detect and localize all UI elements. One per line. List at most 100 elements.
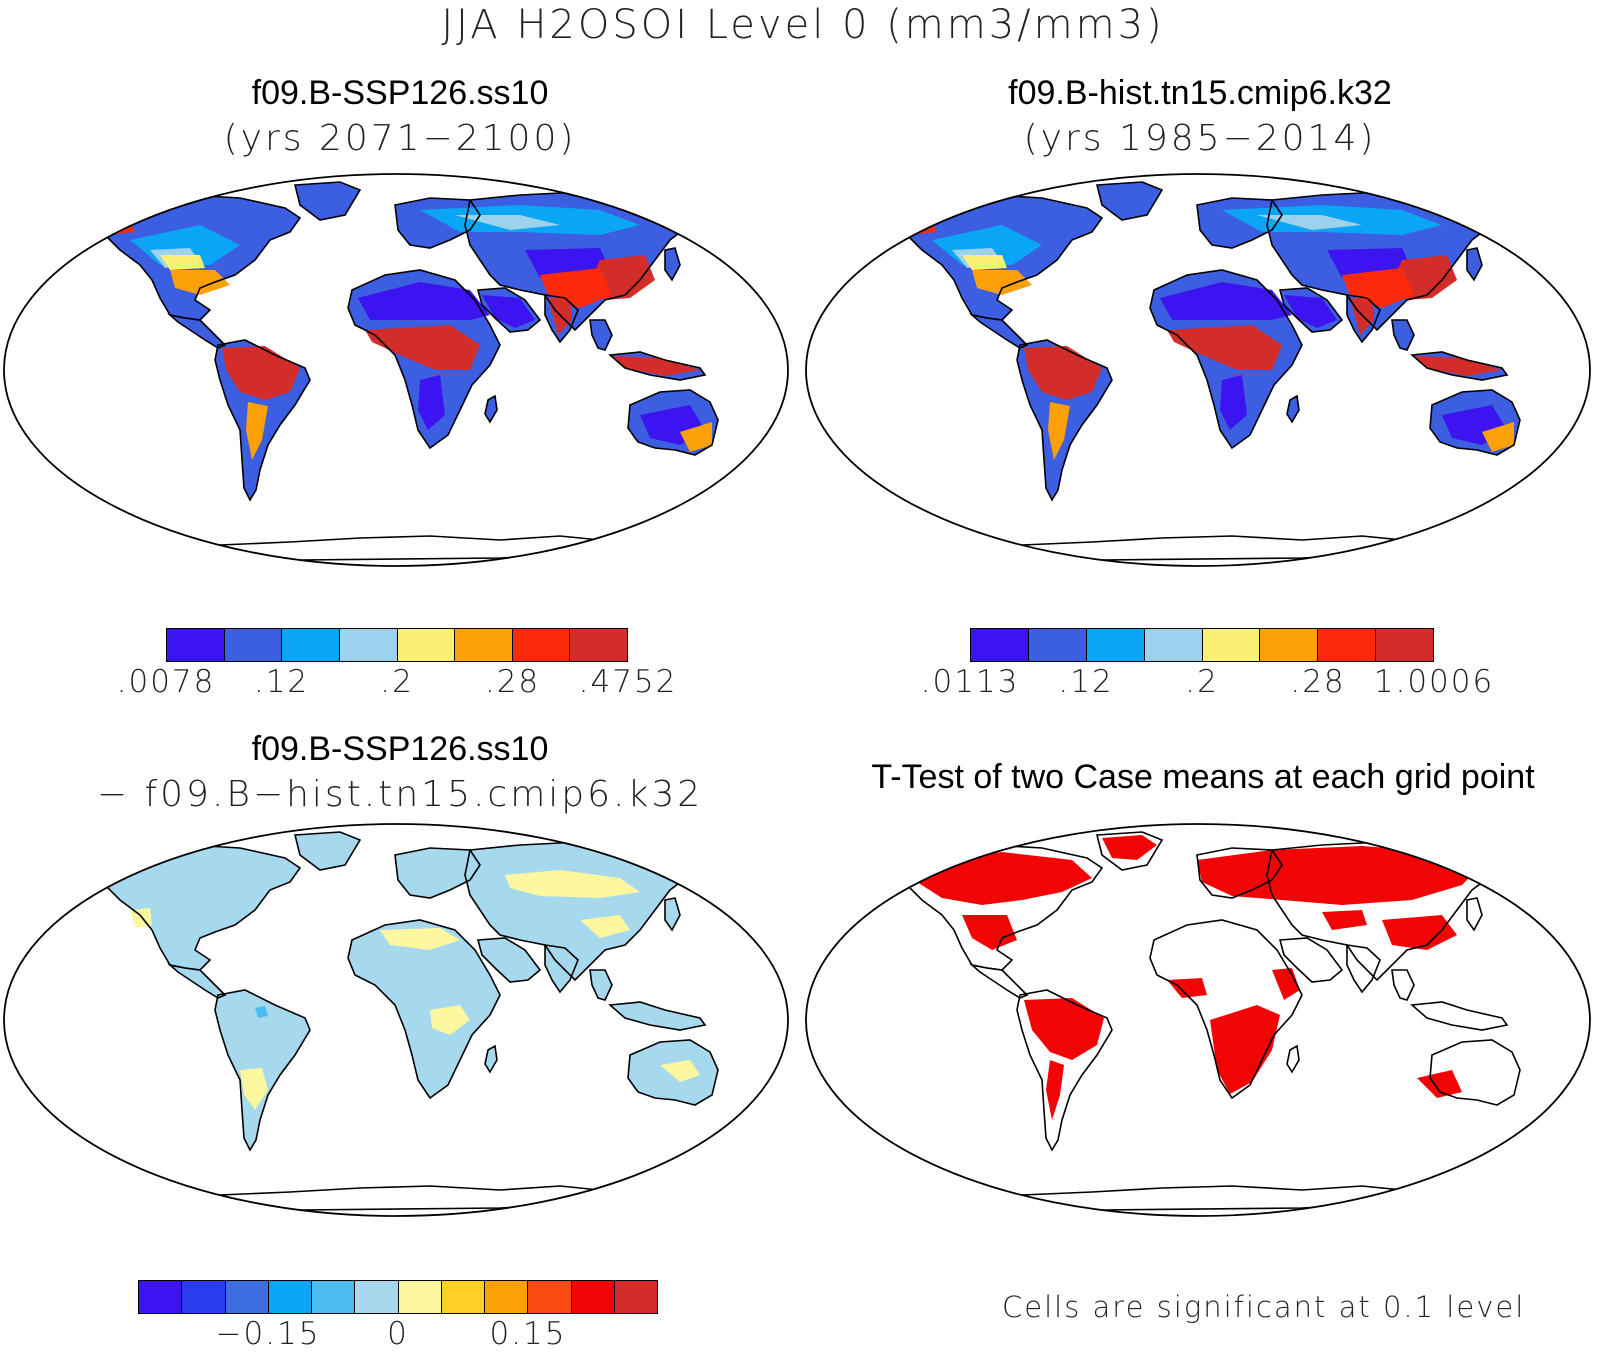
coastline-madagascar bbox=[484, 394, 498, 424]
land-centralAmerica bbox=[170, 315, 225, 348]
coastline-japan bbox=[1466, 897, 1483, 932]
colorbar-swatch bbox=[512, 629, 571, 661]
coastline-australia bbox=[627, 1039, 719, 1106]
panel-br-title: T-Test of two Case means at each grid po… bbox=[871, 758, 1535, 796]
colorbar-swatch bbox=[528, 1281, 572, 1313]
coastline-indonesia bbox=[1410, 1001, 1509, 1031]
colorbar-swatch bbox=[485, 1281, 529, 1313]
coastline-madagascar bbox=[1286, 1044, 1300, 1074]
field-region bbox=[962, 915, 1017, 950]
coastline-japan bbox=[664, 247, 681, 282]
field-region bbox=[1482, 422, 1514, 452]
colorbar-swatch bbox=[1086, 629, 1145, 661]
land-greenland bbox=[295, 832, 360, 870]
field-region bbox=[430, 1005, 470, 1035]
colorbar-swatch bbox=[1028, 629, 1087, 661]
colorbar-swatch bbox=[355, 1281, 399, 1313]
colorbar-swatch bbox=[571, 1281, 615, 1313]
coastline-northAmerica bbox=[895, 844, 1104, 971]
map-frame bbox=[805, 823, 1591, 1217]
coastline-indonesia bbox=[608, 1001, 707, 1031]
field-region bbox=[1160, 282, 1292, 320]
field-region bbox=[612, 356, 700, 376]
colorbar-swatch bbox=[167, 629, 225, 661]
coastline-arabia bbox=[1278, 937, 1344, 983]
coastline-india bbox=[1346, 944, 1381, 994]
coastline-india bbox=[544, 294, 579, 344]
colorbar-swatch bbox=[971, 629, 1029, 661]
field-region bbox=[160, 255, 205, 270]
coastline-madagascar bbox=[1286, 394, 1300, 424]
colorbar-swatch bbox=[312, 1281, 356, 1313]
colorbar-tick-label: .28 bbox=[1290, 664, 1346, 700]
panel-tl-years: (yrs 2071−2100) bbox=[223, 118, 577, 159]
coastline-arabia bbox=[476, 937, 542, 983]
field-region bbox=[482, 295, 535, 328]
field-region bbox=[1167, 978, 1207, 998]
field-region bbox=[418, 375, 445, 430]
map-frame bbox=[3, 823, 789, 1217]
map-bottom-left bbox=[3, 823, 789, 1217]
panel-bl-minus-case: − f09.B−hist.tn15.cmip6.k32 bbox=[96, 774, 704, 815]
colorbar-swatch bbox=[1144, 629, 1203, 661]
colorbar-tick-label: 0 bbox=[387, 1316, 409, 1352]
map-top-left bbox=[3, 173, 789, 567]
coastline-antarctica bbox=[971, 535, 1463, 561]
colorbar-tick-label: .12 bbox=[1058, 664, 1114, 700]
colorbar-swatch bbox=[224, 629, 283, 661]
coastline-europe bbox=[1196, 197, 1283, 249]
coastline-antarctica bbox=[169, 535, 661, 561]
coastline-seAsia bbox=[589, 969, 613, 1001]
coastline-centralAmerica bbox=[167, 963, 227, 999]
coastline-southAmerica bbox=[1016, 989, 1113, 1152]
colorbar-swatch bbox=[614, 1281, 657, 1313]
coastline-northAmerica bbox=[93, 844, 302, 971]
land-northAmerica bbox=[95, 845, 300, 970]
map-bottom-right bbox=[805, 823, 1591, 1217]
coastline-northAmerica bbox=[93, 194, 302, 321]
coastline-africa bbox=[347, 919, 501, 1100]
coastline-africa bbox=[347, 269, 501, 450]
coastline-seAsia bbox=[1391, 319, 1415, 351]
land-africa bbox=[348, 920, 500, 1098]
map-top-right bbox=[805, 173, 1591, 567]
land-centralAmerica bbox=[972, 315, 1027, 348]
field-region bbox=[110, 222, 135, 234]
colorbar-tick-label: 0.15 bbox=[489, 1316, 567, 1352]
coastline-southAmerica bbox=[1016, 339, 1113, 502]
colorbar-tick-label: .2 bbox=[380, 664, 414, 700]
colorbar-swatch bbox=[397, 629, 456, 661]
field-region bbox=[1048, 402, 1070, 460]
field-region bbox=[1197, 846, 1482, 905]
colorbar-swatch bbox=[1376, 629, 1433, 661]
field-region bbox=[1024, 998, 1104, 1060]
field-region bbox=[255, 1006, 268, 1018]
map-frame bbox=[3, 173, 789, 567]
coastline-arabia bbox=[476, 287, 542, 333]
colorbar-swatch bbox=[182, 1281, 226, 1313]
field-region bbox=[365, 325, 480, 370]
land-indonesia bbox=[610, 1002, 705, 1030]
coastline-europe bbox=[394, 197, 481, 249]
colorbar-swatch bbox=[441, 1281, 485, 1313]
field-region bbox=[540, 268, 612, 308]
coastline-centralAmerica bbox=[969, 963, 1029, 999]
field-region bbox=[1322, 910, 1367, 930]
land-indonesia bbox=[1412, 1002, 1507, 1030]
colorbar-tick-label: 1.0006 bbox=[1373, 664, 1495, 700]
field-region bbox=[358, 282, 490, 320]
colorbar-top-left bbox=[166, 628, 628, 662]
colorbar-swatch bbox=[398, 1281, 442, 1313]
panel-bl-case-title: f09.B-SSP126.ss10 bbox=[251, 730, 549, 768]
coastline-africa bbox=[1149, 269, 1303, 450]
figure-title: JJA H2OSOI Level 0 (mm3/mm3) bbox=[441, 2, 1165, 48]
colorbar-tick-label: .2 bbox=[1185, 664, 1219, 700]
coastline-europe bbox=[394, 847, 481, 899]
colorbar-swatch bbox=[139, 1281, 183, 1313]
coastline-seAsia bbox=[589, 319, 613, 351]
colorbar-swatch bbox=[1318, 629, 1377, 661]
field-region bbox=[1257, 215, 1362, 230]
colorbar-tick-label: .28 bbox=[484, 664, 541, 700]
field-region bbox=[1417, 1070, 1462, 1098]
field-region bbox=[1342, 268, 1414, 308]
